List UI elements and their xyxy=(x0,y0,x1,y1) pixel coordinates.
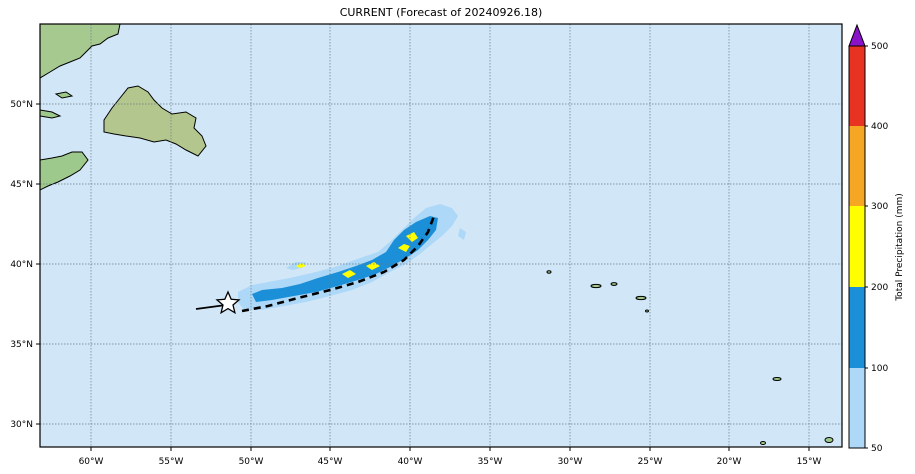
map-frame xyxy=(39,23,843,448)
colorbar-extend-triangle xyxy=(848,23,866,47)
precip-band-100 xyxy=(252,216,438,302)
colorbar-tick: 400 xyxy=(871,122,888,132)
colorbar-tick: 500 xyxy=(871,42,888,52)
madeira-island xyxy=(772,377,782,381)
precip-band-200 xyxy=(398,244,410,252)
lat-label: 45°N xyxy=(10,180,33,190)
land-masses xyxy=(40,24,834,445)
azores-island xyxy=(590,283,602,289)
precip-band-50 xyxy=(458,228,466,240)
colorbar-segment xyxy=(849,126,865,206)
graticule xyxy=(40,24,842,447)
longitude-labels: 60°W 55°W 50°W 45°W 40°W 35°W 30°W 25°W … xyxy=(79,457,822,467)
precip-band-200 xyxy=(342,270,356,278)
precip-band-50 xyxy=(238,204,458,310)
azores-island xyxy=(610,282,618,286)
nova-scotia-land xyxy=(40,151,89,191)
lon-label: 50°W xyxy=(239,457,264,467)
lon-label: 20°W xyxy=(717,457,742,467)
colorbar-segment xyxy=(849,46,865,126)
colorbar-tick: 200 xyxy=(871,283,888,293)
labrador-land xyxy=(40,24,121,79)
colorbar-tick: 100 xyxy=(871,364,888,374)
pei-island xyxy=(40,109,62,119)
colorbar: 500 400 300 200 100 50 Total Precipitati… xyxy=(848,23,905,454)
azores-island xyxy=(546,270,552,274)
lon-label: 15°W xyxy=(797,457,822,467)
lon-label: 35°W xyxy=(478,457,503,467)
canary-island xyxy=(760,441,766,445)
lon-label: 40°W xyxy=(398,457,423,467)
precipitation-field xyxy=(238,204,466,310)
lon-label: 60°W xyxy=(79,457,104,467)
lat-label: 40°N xyxy=(10,260,33,270)
forecast-track-line xyxy=(241,215,436,313)
lon-label: 25°W xyxy=(638,457,663,467)
azores-island xyxy=(645,309,649,313)
lon-label: 55°W xyxy=(159,457,184,467)
colorbar-frame xyxy=(848,45,866,449)
latitude-labels: 50°N 45°N 40°N 35°N 30°N xyxy=(10,100,33,430)
lon-label: 30°W xyxy=(558,457,583,467)
anticosti-island xyxy=(54,91,74,99)
map-title: CURRENT (Forecast of 20240926.18) xyxy=(339,6,543,19)
axis-ticks xyxy=(36,103,810,451)
colorbar-label: Total Precipitation (mm) xyxy=(895,193,905,302)
azores-island xyxy=(635,295,647,301)
colorbar-segment xyxy=(849,368,865,448)
lat-label: 30°N xyxy=(10,420,33,430)
precip-band-200 xyxy=(296,263,306,268)
storm-star-icon xyxy=(215,290,241,315)
colorbar-tick: 50 xyxy=(871,444,883,454)
lat-label: 50°N xyxy=(10,100,33,110)
colorbar-segment xyxy=(849,206,865,287)
lat-label: 35°N xyxy=(10,340,33,350)
past-track-line xyxy=(195,304,227,310)
precip-band-200 xyxy=(406,232,418,242)
canary-island xyxy=(824,437,834,443)
lon-label: 45°W xyxy=(318,457,343,467)
newfoundland-island xyxy=(103,85,207,157)
colorbar-tick: 300 xyxy=(871,202,888,212)
colorbar-segment xyxy=(849,287,865,368)
